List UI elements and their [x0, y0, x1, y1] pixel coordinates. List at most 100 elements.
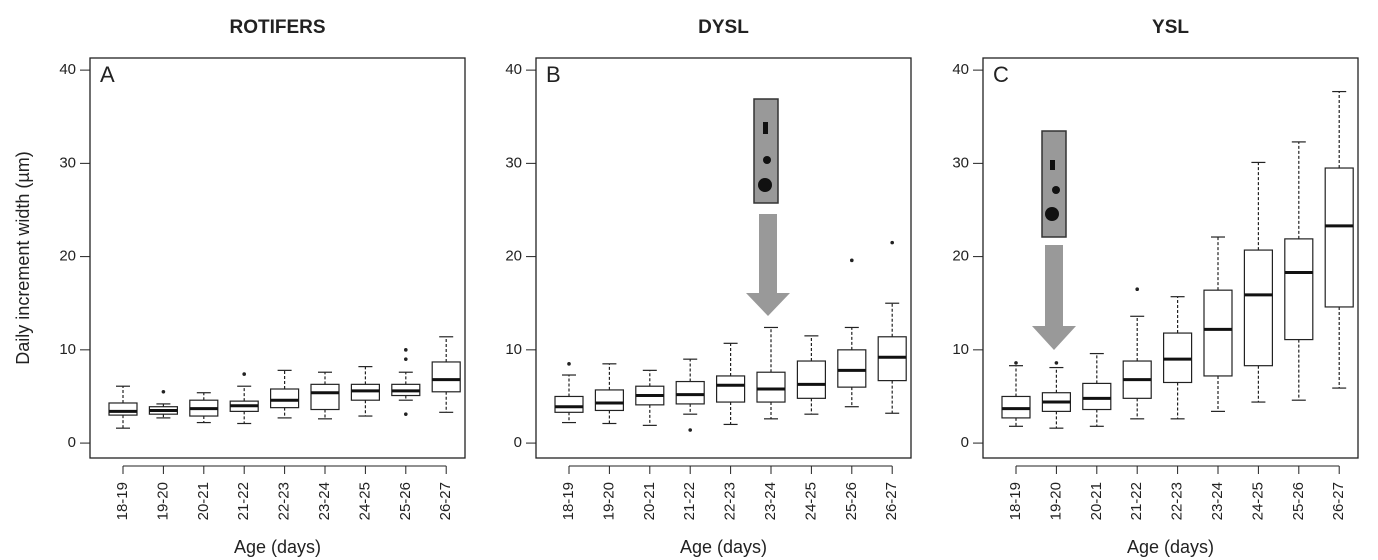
- x-tick-label: 25-26: [843, 482, 860, 520]
- box: [715, 342, 746, 426]
- y-tick-label: 30: [505, 154, 522, 171]
- box-body: [594, 389, 625, 412]
- box-body: [715, 375, 746, 403]
- plot-frame: [89, 57, 466, 459]
- box: [594, 363, 625, 425]
- box-body: [1203, 289, 1233, 377]
- y-tick-label: 0: [514, 434, 522, 451]
- box: [877, 240, 907, 414]
- y-tick-label: 0: [961, 434, 969, 451]
- box: [148, 389, 178, 419]
- box: [1203, 236, 1233, 412]
- x-tick-label: 22-23: [276, 482, 293, 520]
- box: [431, 336, 461, 413]
- x-tick-label: 24-25: [802, 482, 819, 520]
- box-body: [675, 380, 705, 405]
- outlier: [404, 412, 408, 416]
- box: [796, 335, 827, 415]
- box-body: [1324, 167, 1354, 308]
- x-tick-label: 21-22: [235, 482, 252, 520]
- panel-title: YSL: [1152, 17, 1189, 38]
- outlier: [850, 258, 854, 263]
- y-tick-label: 20: [505, 248, 522, 265]
- box-body: [1284, 238, 1314, 341]
- outlier: [404, 357, 408, 361]
- box: [1082, 352, 1112, 427]
- x-tick-label: 26-27: [883, 482, 900, 520]
- box: [189, 392, 219, 424]
- box: [270, 369, 300, 419]
- panel-title: ROTIFERS: [229, 17, 325, 38]
- x-tick-label: 25-26: [397, 482, 414, 520]
- y-tick-label: 30: [59, 154, 76, 171]
- box-body: [108, 402, 138, 416]
- x-tick-label: 21-22: [1128, 482, 1145, 520]
- outlier: [1135, 287, 1139, 292]
- outlier: [242, 372, 246, 376]
- outlier: [567, 362, 571, 366]
- box: [350, 366, 380, 417]
- y-tick-label: 30: [952, 154, 969, 171]
- x-tick-label: 19-20: [154, 482, 171, 520]
- outlier: [1054, 361, 1059, 365]
- x-tick-label: 25-26: [1290, 482, 1307, 520]
- inset-c: [1032, 130, 1076, 350]
- x-tick-label: 24-25: [356, 482, 373, 520]
- box: [1041, 361, 1072, 429]
- box-body: [270, 388, 300, 409]
- box: [1284, 141, 1314, 401]
- box: [229, 372, 259, 425]
- box-body: [796, 360, 827, 399]
- box: [756, 326, 786, 420]
- box: [1122, 287, 1152, 420]
- x-tick-label: 26-27: [1330, 482, 1347, 520]
- box: [1162, 296, 1193, 420]
- plot-frame: [535, 57, 912, 459]
- box-body: [1243, 249, 1274, 367]
- y-tick-label: 0: [68, 434, 76, 451]
- outlier: [1014, 361, 1018, 365]
- outlier: [688, 428, 692, 432]
- outlier: [404, 348, 408, 352]
- x-axis-label: Age (days): [234, 537, 321, 557]
- box: [310, 371, 340, 420]
- x-tick-label: 18-19: [114, 482, 131, 520]
- y-tick-label: 10: [505, 341, 522, 358]
- x-tick-label: 18-19: [1007, 482, 1024, 520]
- box-body: [756, 371, 786, 403]
- x-tick-label: 23-24: [1209, 482, 1226, 520]
- box: [391, 348, 421, 416]
- y-tick-label: 20: [952, 248, 969, 265]
- x-tick-label: 23-24: [762, 482, 779, 520]
- box: [1324, 90, 1354, 389]
- x-tick-label: 19-20: [600, 482, 617, 520]
- panel-letter: C: [993, 62, 1009, 87]
- x-tick-label: 22-23: [1169, 482, 1186, 520]
- box-body: [431, 361, 461, 393]
- x-tick-label: 22-23: [722, 482, 739, 520]
- box-body: [1082, 382, 1112, 411]
- outlier: [890, 240, 894, 245]
- x-tick-label: 18-19: [560, 482, 577, 520]
- box: [837, 258, 867, 408]
- box: [1001, 361, 1031, 427]
- box-body: [554, 395, 584, 413]
- x-tick-label: 21-22: [681, 482, 698, 520]
- y-tick-label: 40: [505, 61, 522, 78]
- box: [675, 358, 705, 432]
- panel-letter: A: [100, 62, 115, 87]
- plot-frame: [982, 57, 1359, 459]
- x-tick-label: 24-25: [1249, 482, 1266, 520]
- x-tick-label: 20-21: [641, 482, 658, 520]
- box: [635, 369, 665, 426]
- x-tick-label: 20-21: [195, 482, 212, 520]
- y-tick-label: 40: [952, 61, 969, 78]
- y-tick-label: 10: [59, 341, 76, 358]
- x-tick-label: 19-20: [1047, 482, 1064, 520]
- x-axis-label: Age (days): [1127, 537, 1214, 557]
- x-tick-label: 26-27: [437, 482, 454, 520]
- y-tick-label: 20: [59, 248, 76, 265]
- x-axis-label: Age (days): [680, 537, 767, 557]
- box-body: [837, 349, 867, 388]
